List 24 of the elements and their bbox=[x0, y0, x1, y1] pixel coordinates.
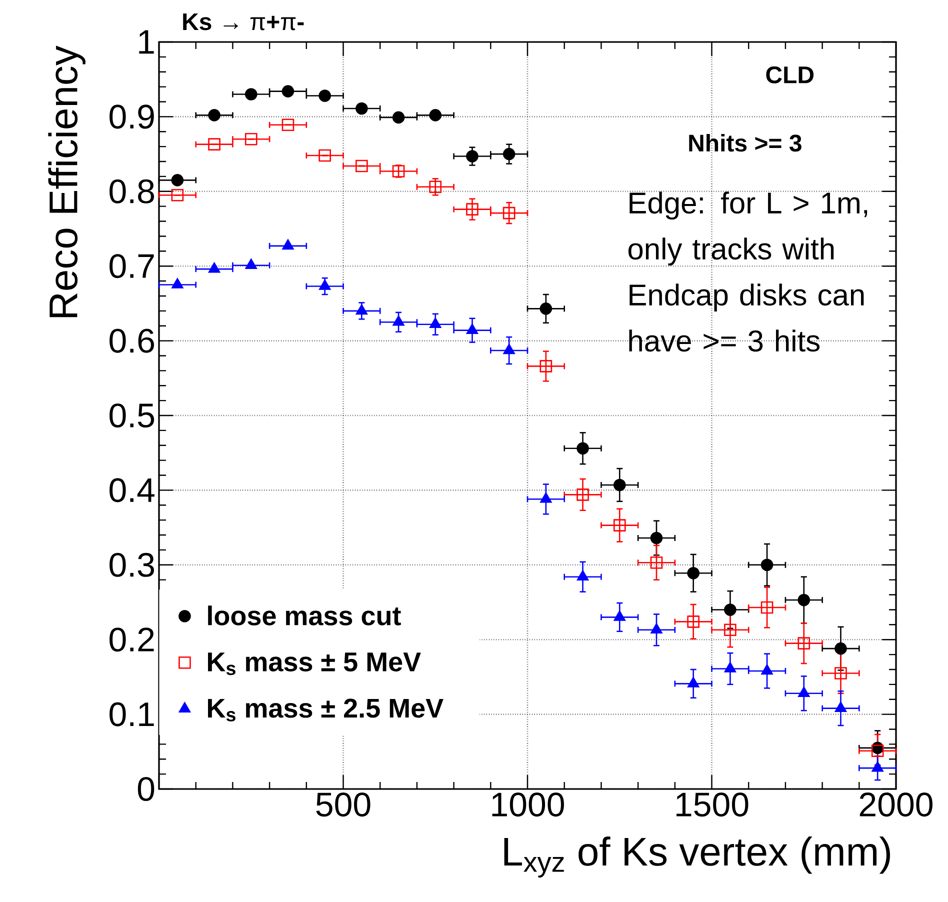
chart-title: Ks → π+π- bbox=[183, 13, 304, 30]
x-axis-title: L$_{xyz}$ of Ks vertex (mm) bbox=[504, 836, 890, 878]
y-tick-label: 0 bbox=[138, 776, 154, 802]
y-tick-label: 0.9 bbox=[110, 104, 154, 129]
x-tick-label: 500 bbox=[316, 792, 370, 817]
annotation: Nhits >= 3 bbox=[689, 134, 802, 152]
y-tick-label: 0.7 bbox=[110, 254, 154, 278]
y-tick-label: 0.6 bbox=[110, 328, 154, 353]
x-tick-label: 1000 bbox=[492, 792, 564, 817]
y-tick-label: 0.4 bbox=[110, 478, 154, 502]
x-tick-label: 1500 bbox=[676, 792, 748, 817]
y-tick-label: 0.1 bbox=[110, 702, 154, 726]
y-tick-label: 0.8 bbox=[110, 179, 154, 204]
legend-label: loose mass cut bbox=[208, 606, 401, 626]
y-tick-label: 0.5 bbox=[110, 403, 154, 428]
x-tick-label: 2000 bbox=[860, 792, 932, 817]
y-tick-label: 1 bbox=[139, 30, 154, 54]
y-tick-label: 0.2 bbox=[110, 628, 154, 652]
annotation: Edge: for L > 1m, only tracks with Endcap disks can have >= 3 hits bbox=[628, 192, 868, 352]
y-tick-label: 0.3 bbox=[110, 552, 154, 577]
y-axis-title: Reco Efficiency bbox=[48, 46, 86, 318]
annotation: CLD bbox=[766, 66, 814, 84]
legend-label: K$_{s}$ mass ± 5 MeV bbox=[208, 652, 421, 676]
legend-label: K$_{s}$ mass ± 2.5 MeV bbox=[208, 698, 444, 722]
